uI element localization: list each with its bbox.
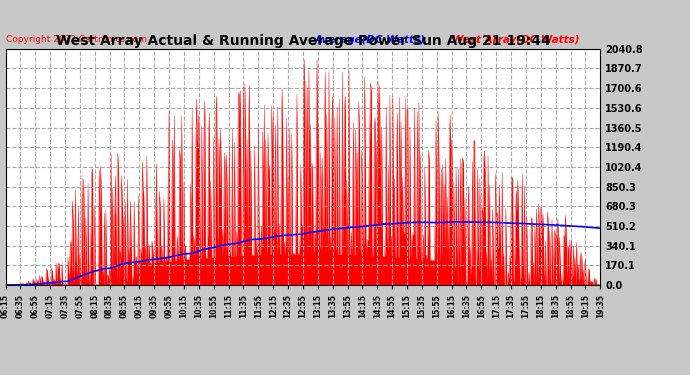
Title: West Array Actual & Running Average Power Sun Aug 21 19:44: West Array Actual & Running Average Powe… [55, 34, 551, 48]
Text: Copyright 2022 Cartronics.com: Copyright 2022 Cartronics.com [6, 34, 146, 44]
Text: Average(DC Watts): Average(DC Watts) [315, 34, 426, 45]
Text: West Array(DC Watts): West Array(DC Watts) [451, 34, 579, 45]
